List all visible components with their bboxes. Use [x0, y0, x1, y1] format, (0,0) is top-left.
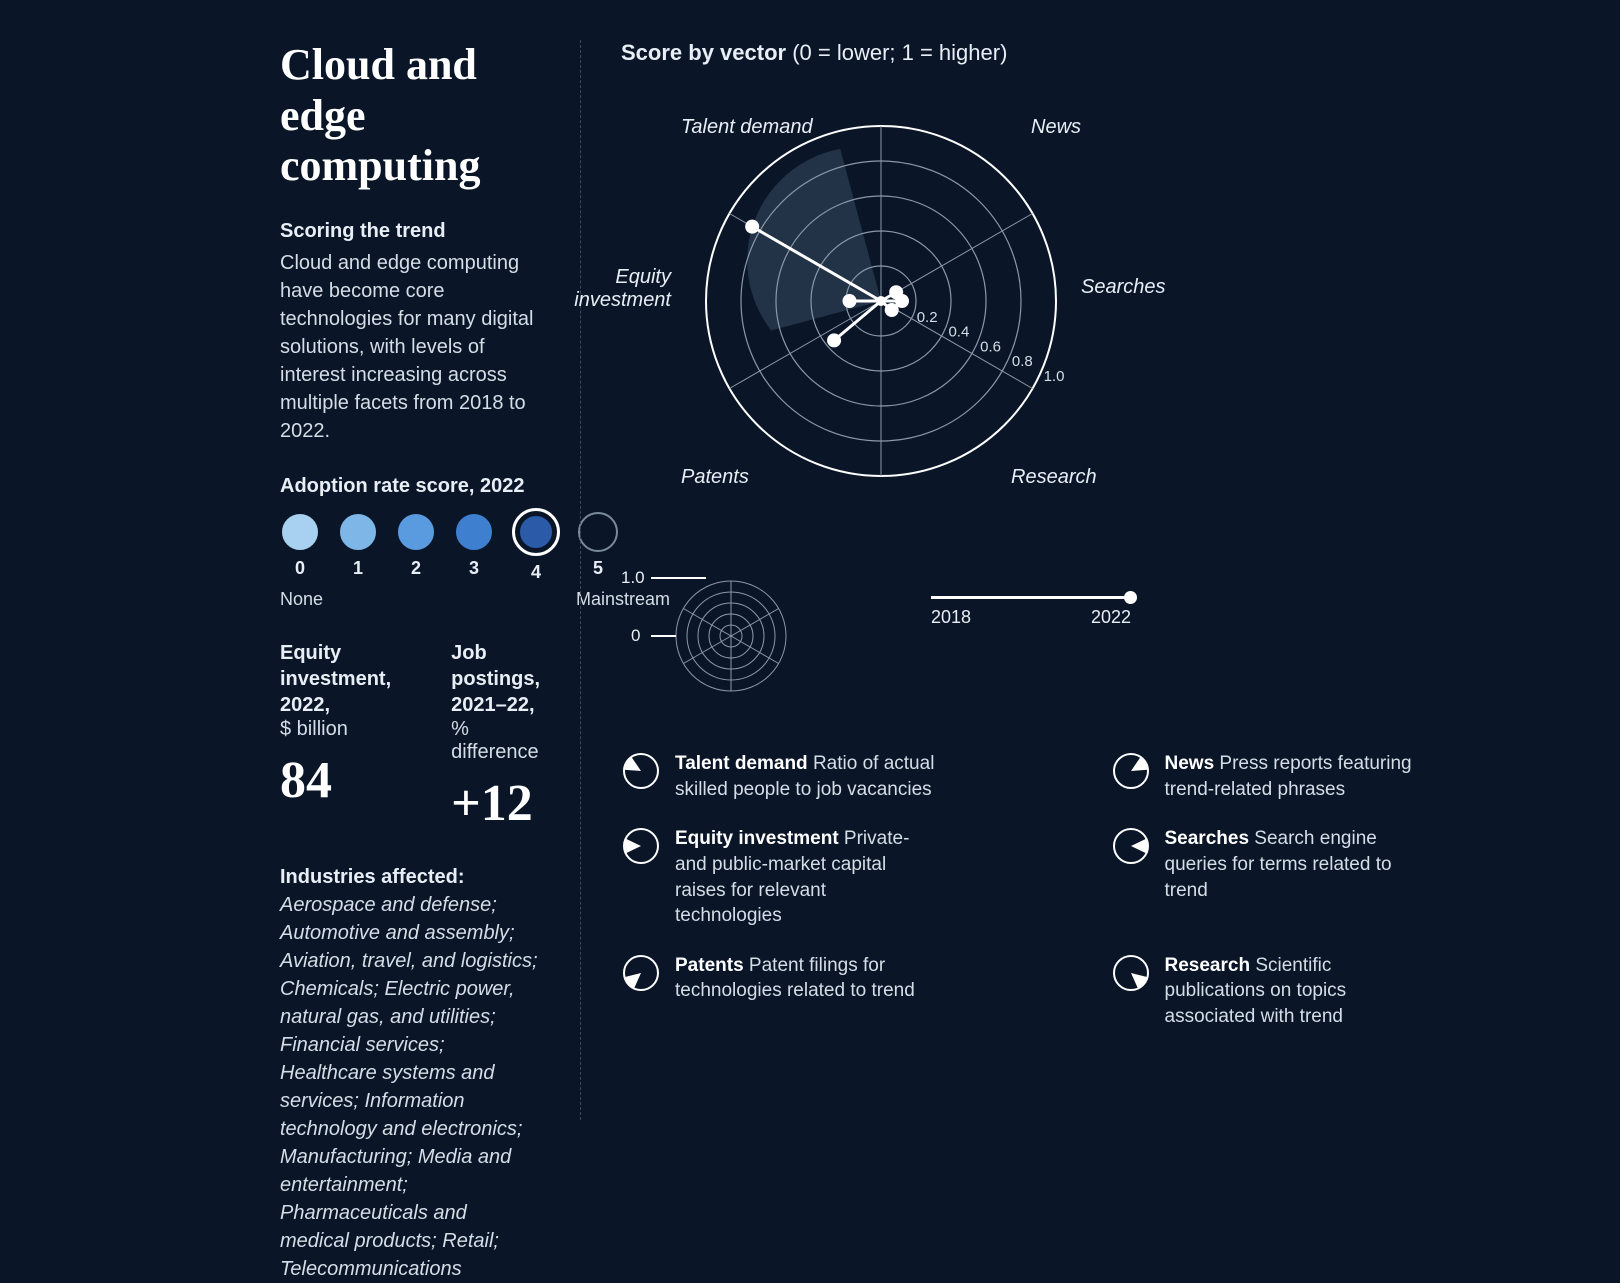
- radar-axis-label: News: [1031, 116, 1081, 139]
- svg-text:1.0: 1.0: [1044, 368, 1065, 385]
- stat-jobs-value: +12: [451, 774, 540, 833]
- adoption-heading: Adoption rate score, 2022: [280, 475, 540, 498]
- stat-equity-value: 84: [280, 751, 391, 810]
- scoring-heading: Scoring the trend: [280, 220, 540, 243]
- radar-title: Score by vector (0 = lower; 1 = higher): [621, 40, 1560, 66]
- radar-chart: 0.20.40.60.81.0 Talent demandNewsSearche…: [621, 76, 1141, 536]
- adoption-circle-icon: [396, 512, 436, 552]
- svg-text:0: 0: [631, 626, 640, 645]
- adoption-level-3: 3: [454, 512, 494, 583]
- vector-direction-icon: [621, 751, 661, 791]
- stat-equity-head1: Equity investment,: [280, 640, 391, 692]
- timeline-end: 2022: [1091, 607, 1131, 628]
- vector-direction-icon: [1111, 751, 1151, 791]
- industries-list: Aerospace and defense; Automotive and as…: [280, 894, 538, 1280]
- vector-searches: Searches Search engine queries for terms…: [1111, 826, 1561, 929]
- radar-title-bold: Score by vector: [621, 40, 786, 65]
- timeline-labels: 2018 2022: [931, 607, 1131, 628]
- radar-axis-label: Talent demand: [681, 116, 813, 139]
- vector-description: Searches Search engine queries for terms…: [1165, 826, 1425, 903]
- radar-title-rest: (0 = lower; 1 = higher): [786, 40, 1007, 65]
- adoption-circle-icon: [518, 514, 554, 550]
- timeline-start: 2018: [931, 607, 971, 628]
- adoption-scale: 012345: [280, 512, 540, 583]
- radar-axis-label: Equity investment: [561, 266, 671, 312]
- radar-axis-label: Searches: [1081, 276, 1166, 299]
- adoption-number: 3: [469, 558, 479, 579]
- vector-description: Equity investment Private- and public-ma…: [675, 826, 935, 929]
- stat-equity-sub: $ billion: [280, 718, 391, 741]
- vector-direction-icon: [621, 953, 661, 993]
- legend-row: 1.00 2018 2022: [621, 556, 1560, 701]
- stat-equity-head2: 2022,: [280, 692, 391, 718]
- vector-direction-icon: [1111, 826, 1151, 866]
- vector-research: Research Scientific publications on topi…: [1111, 953, 1561, 1030]
- radar-svg: 0.2 0.4 0.6 0.8 1.0: [621, 76, 1141, 526]
- adoption-level-0: 0: [280, 512, 320, 583]
- svg-text:1.0: 1.0: [621, 568, 645, 587]
- radar-axis-label: Research: [1011, 466, 1097, 489]
- adoption-number: 2: [411, 558, 421, 579]
- industries-label: Industries affected:: [280, 866, 464, 888]
- stat-jobs: Job postings, 2021–22, % difference +12: [451, 640, 540, 833]
- industries-affected: Industries affected: Aerospace and defen…: [280, 863, 540, 1283]
- mini-radar-svg: 1.00: [621, 556, 841, 696]
- page-title: Cloud and edge computing: [280, 40, 540, 192]
- stat-jobs-sub: % difference: [451, 718, 540, 764]
- adoption-circle-icon: [454, 512, 494, 552]
- svg-text:0.6: 0.6: [980, 338, 1001, 355]
- vector-description: Talent demand Ratio of actual skilled pe…: [675, 751, 935, 802]
- svg-text:0.2: 0.2: [917, 309, 938, 326]
- radar-axis-label: Patents: [681, 466, 749, 489]
- adoption-number: 1: [353, 558, 363, 579]
- adoption-level-4: 4: [512, 512, 560, 583]
- adoption-circle-icon: [280, 512, 320, 552]
- adoption-level-1: 1: [338, 512, 378, 583]
- scoring-body: Cloud and edge computing have become cor…: [280, 249, 540, 445]
- left-column: Cloud and edge computing Scoring the tre…: [60, 40, 580, 1120]
- adoption-level-2: 2: [396, 512, 436, 583]
- vector-description: Patents Patent filings for technologies …: [675, 953, 935, 1004]
- adoption-number: 0: [295, 558, 305, 579]
- vector-description: News Press reports featuring trend-relat…: [1165, 751, 1425, 802]
- timeline-bar: [931, 596, 1131, 599]
- mini-radar-legend: 1.00: [621, 556, 841, 701]
- right-column: Score by vector (0 = lower; 1 = higher) …: [580, 40, 1560, 1120]
- adoption-number: 4: [531, 562, 541, 583]
- svg-text:0.8: 0.8: [1012, 353, 1033, 370]
- svg-text:0.4: 0.4: [948, 324, 969, 341]
- vectors-legend-grid: Talent demand Ratio of actual skilled pe…: [621, 751, 1560, 1030]
- adoption-none-label: None: [280, 589, 323, 610]
- vector-talent-demand: Talent demand Ratio of actual skilled pe…: [621, 751, 1071, 802]
- vector-equity-investment: Equity investment Private- and public-ma…: [621, 826, 1071, 929]
- stat-equity: Equity investment, 2022, $ billion 84: [280, 640, 391, 833]
- vector-description: Research Scientific publications on topi…: [1165, 953, 1425, 1030]
- vector-direction-icon: [621, 826, 661, 866]
- vector-patents: Patents Patent filings for technologies …: [621, 953, 1071, 1030]
- vector-news: News Press reports featuring trend-relat…: [1111, 751, 1561, 802]
- stat-jobs-head2: 2021–22,: [451, 692, 540, 718]
- adoption-selected-ring: [512, 508, 560, 556]
- vector-direction-icon: [1111, 953, 1151, 993]
- stat-jobs-head1: Job postings,: [451, 640, 540, 692]
- timeline-end-dot: [1124, 591, 1137, 604]
- stats-row: Equity investment, 2022, $ billion 84 Jo…: [280, 640, 540, 833]
- adoption-circle-icon: [338, 512, 378, 552]
- timeline-legend: 2018 2022: [931, 596, 1131, 628]
